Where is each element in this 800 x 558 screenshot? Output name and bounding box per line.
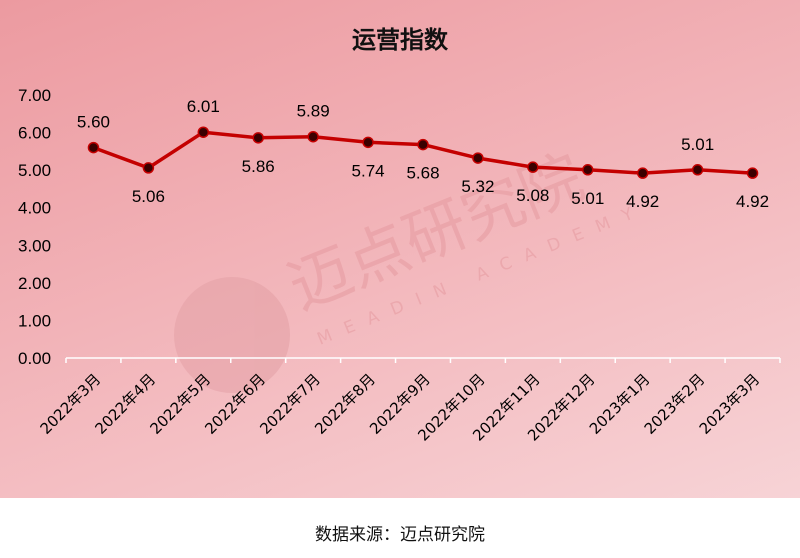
data-label: 5.86 [242,157,275,176]
chart-background [0,0,800,498]
data-point [527,161,539,173]
line-chart: 迈点研究院 MEADIN ACADEMY 运营指数 0.001.002.003.… [18,26,781,445]
data-labels: 5.60 5.06 6.01 5.86 5.89 5.74 5.68 5.32 5.08 5.01… [77,97,769,211]
data-label: 4.92 [626,192,659,211]
data-point [87,141,100,154]
x-axis [65,357,781,363]
data-label: 5.68 [406,164,439,183]
x-axis-ticks: 2022年3月2022年4月2022年5月2022年6月2022年7月2022年… [37,370,764,444]
data-point [472,152,484,164]
data-label: 5.74 [352,161,385,180]
y-tick-label: 3.00 [18,236,51,255]
y-tick-label: 7.00 [18,86,51,105]
chart-title: 运营指数 [352,26,449,54]
data-source: 数据来源：迈点研究院 [315,525,485,545]
data-points [87,126,759,179]
data-label: 5.89 [297,102,330,121]
y-tick-label: 1.00 [18,311,51,330]
data-label: 5.60 [77,113,110,132]
data-label: 5.01 [681,135,714,154]
y-axis-ticks: 0.00 1.00 2.00 3.00 4.00 5.00 6.00 7.00 [18,86,51,368]
data-label: 5.06 [132,187,165,206]
data-label: 4.92 [736,192,769,211]
data-point [636,167,649,179]
data-point [362,136,374,149]
data-point [691,164,704,176]
data-point [417,138,429,151]
y-tick-label: 6.00 [18,124,51,143]
data-label: 5.08 [516,186,549,205]
data-point [582,164,594,176]
y-tick-label: 4.00 [18,199,51,218]
y-tick-label: 0.00 [18,349,51,368]
data-point [746,167,759,179]
watermark-logo-icon [174,277,290,393]
y-tick-label: 2.00 [18,274,51,293]
data-label: 6.01 [187,97,220,116]
data-label: 5.01 [571,189,604,208]
data-label: 5.32 [461,177,494,196]
data-point [197,126,210,138]
data-point [252,132,264,144]
data-point [142,162,155,174]
data-point [307,130,319,143]
y-tick-label: 5.00 [18,161,51,180]
